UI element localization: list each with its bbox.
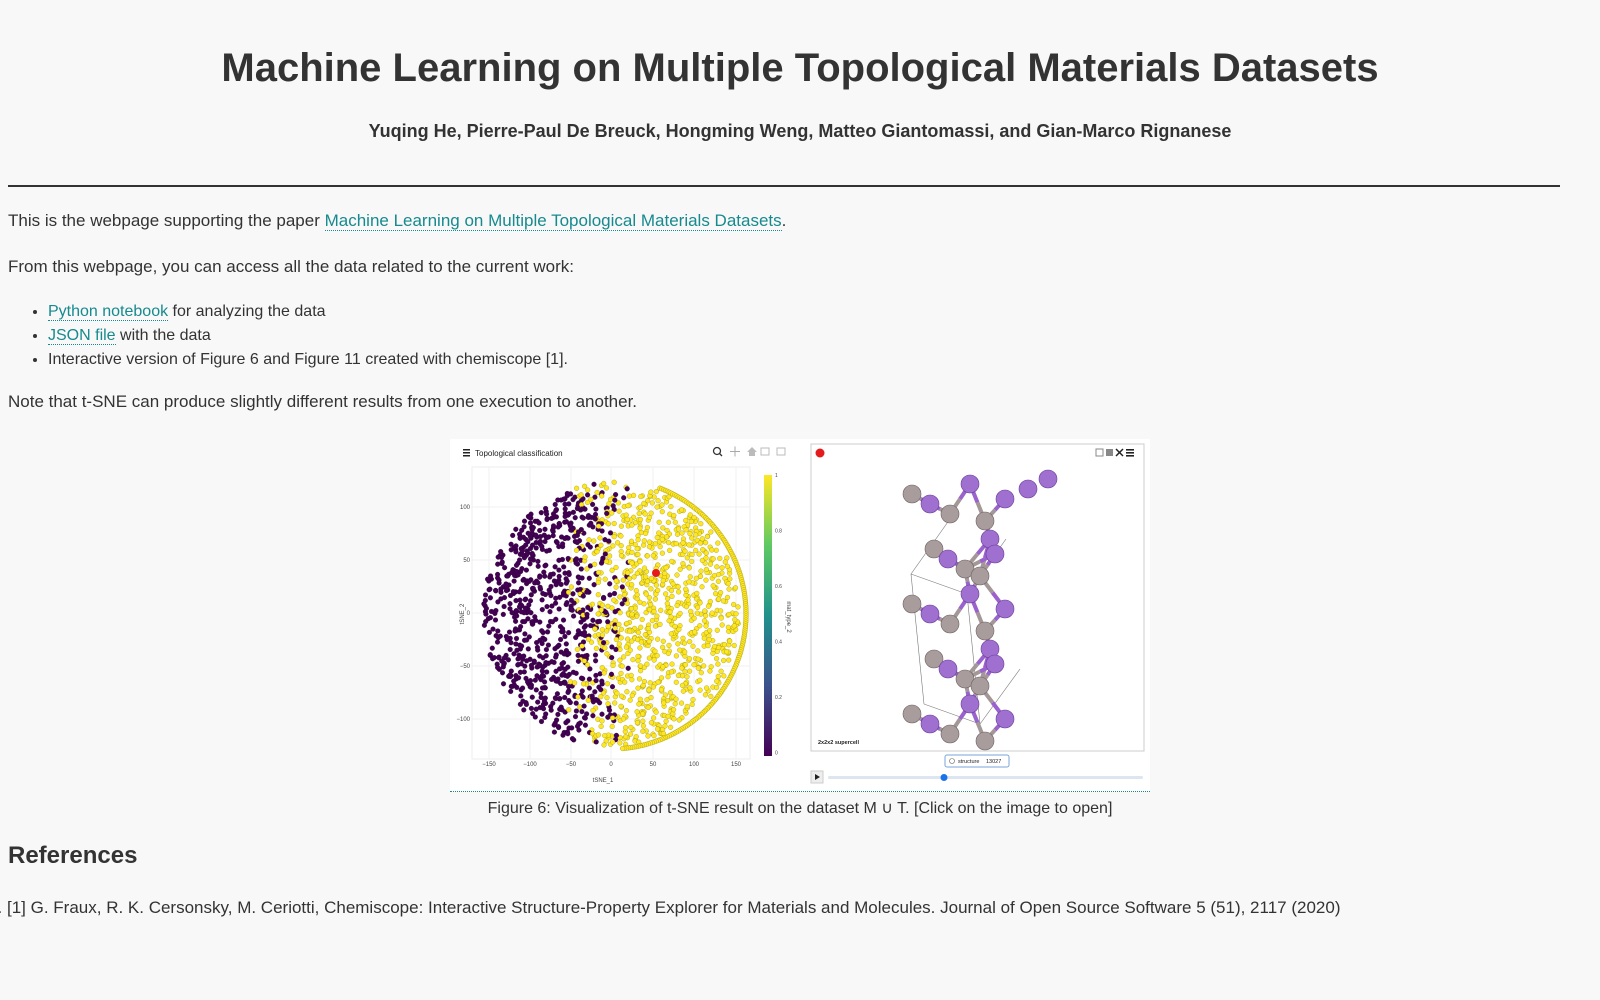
zoom-icon bbox=[712, 446, 723, 457]
list-item: Interactive version of Figure 6 and Figu… bbox=[48, 348, 568, 372]
references-heading: References bbox=[8, 842, 138, 869]
structure-value: 13027 bbox=[986, 759, 1001, 765]
viewer-menu-icon bbox=[1126, 449, 1134, 457]
intro-paragraph: This is the webpage supporting the paper… bbox=[8, 211, 786, 231]
figure-6-image: Topological classification 100500−50−100… bbox=[456, 443, 1145, 784]
x-tick-label: 150 bbox=[731, 762, 742, 768]
x-tick-label: −150 bbox=[482, 762, 496, 768]
map-title: Topological classification bbox=[475, 449, 563, 458]
menu-icon bbox=[463, 449, 470, 457]
python-notebook-link[interactable]: Python notebook bbox=[48, 303, 169, 321]
home-icon bbox=[747, 447, 757, 456]
x-tick-label: −50 bbox=[566, 762, 577, 768]
colorbar-tick-label: 0.6 bbox=[775, 584, 782, 590]
references-list: [1] G. Fraux, R. K. Cersonsky, M. Ceriot… bbox=[0, 898, 1340, 918]
viewer-toolbar bbox=[1095, 448, 1134, 457]
selection-marker bbox=[815, 448, 825, 458]
access-paragraph: From this webpage, you can access all th… bbox=[8, 257, 575, 276]
list-item: JSON file with the data bbox=[48, 324, 568, 348]
x-tick-label: 0 bbox=[609, 762, 613, 768]
play-icon bbox=[815, 774, 820, 780]
y-tick-label: 0 bbox=[467, 611, 471, 617]
supercell-label: 2x2x2 supercell bbox=[818, 740, 859, 746]
tsne-note: Note that t-SNE can produce slightly dif… bbox=[8, 392, 638, 411]
list-item-text: for analyzing the data bbox=[168, 303, 326, 320]
png-export-icon bbox=[1095, 448, 1104, 457]
colorbar bbox=[764, 475, 772, 756]
x-tick-label: 50 bbox=[650, 762, 657, 768]
divider bbox=[8, 185, 1560, 187]
intro-prefix: This is the webpage supporting the paper bbox=[8, 211, 325, 230]
json-file-link[interactable]: JSON file bbox=[48, 327, 116, 345]
reference-item: [1] G. Fraux, R. K. Cersonsky, M. Ceriot… bbox=[7, 898, 1340, 918]
colorbar-label: mat_type_2 bbox=[785, 601, 791, 633]
structure-label: structure bbox=[958, 759, 979, 765]
slider-thumb bbox=[940, 774, 948, 781]
paper-link[interactable]: Machine Learning on Multiple Topological… bbox=[324, 211, 782, 231]
author-list: Yuqing He, Pierre-Paul De Breuck, Hongmi… bbox=[368, 121, 1232, 141]
colorbar-tick-label: 0.8 bbox=[775, 529, 782, 535]
map-toolbar: Topological classification bbox=[463, 446, 786, 458]
list-item: Python notebook for analyzing the data bbox=[48, 300, 568, 324]
y-tick-label: −100 bbox=[456, 717, 470, 723]
resource-list: Python notebook for analyzing the data J… bbox=[8, 300, 568, 372]
page-title: Machine Learning on Multiple Topological… bbox=[221, 46, 1379, 90]
x-axis-label: tSNE_1 bbox=[593, 778, 614, 784]
y-tick-label: 100 bbox=[460, 505, 471, 511]
figure-6-image-link[interactable]: Topological classification 100 50 0 −50 −100… bbox=[450, 439, 1150, 792]
x-tick-label: 100 bbox=[689, 762, 700, 768]
pan-icon bbox=[730, 446, 740, 457]
figure-caption: Figure 6: Visualization of t-SNE result … bbox=[487, 800, 1113, 817]
intro-suffix: . bbox=[781, 211, 787, 230]
selected-point bbox=[652, 569, 660, 577]
x-tick-label: −100 bbox=[523, 762, 537, 768]
map-plot-area bbox=[471, 466, 751, 760]
colorbar-tick-label: 0 bbox=[775, 751, 778, 757]
colorbar-tick-label: 1 bbox=[775, 473, 778, 479]
structure-field bbox=[944, 754, 1010, 768]
export-icon bbox=[760, 447, 770, 456]
info-icon bbox=[949, 758, 955, 764]
y-axis-label: tSNE_2 bbox=[460, 603, 466, 624]
colorbar-tick-label: 0.4 bbox=[775, 640, 782, 646]
close-icon bbox=[1115, 448, 1124, 457]
list-item-text: with the data bbox=[115, 327, 211, 344]
duplicate-icon bbox=[1106, 449, 1113, 456]
y-tick-label: −50 bbox=[460, 664, 471, 670]
y-tick-label: 50 bbox=[463, 558, 470, 564]
colorbar-tick-label: 0.2 bbox=[775, 695, 782, 701]
settings-icon bbox=[776, 447, 786, 456]
structure-slider bbox=[828, 776, 1143, 779]
